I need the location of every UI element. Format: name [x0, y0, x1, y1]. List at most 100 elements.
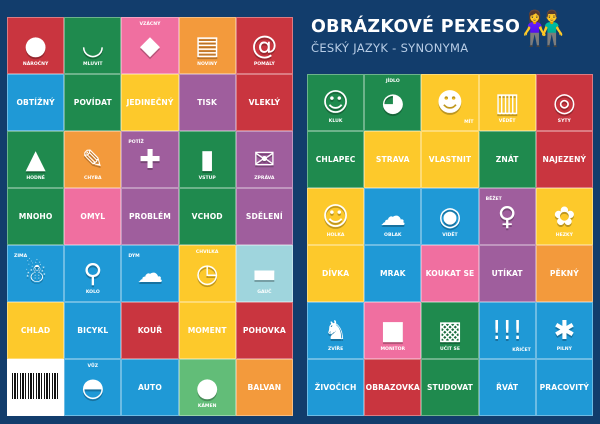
word-card[interactable]: POVÍDAT	[64, 74, 122, 131]
word-card[interactable]: TISK	[178, 74, 236, 131]
word-card[interactable]: UTÍKAT	[478, 245, 536, 302]
word-card[interactable]: POHOVKA	[235, 302, 293, 359]
picture-card[interactable]: ✱ PILNÝ	[535, 302, 593, 359]
picture-card[interactable]: ✿ HEZKÝ	[535, 188, 593, 245]
card-label: POMALÝ	[253, 62, 275, 67]
picture-card[interactable]: ◎ SYTÝ	[535, 74, 593, 131]
word-card[interactable]: CHLAD	[7, 302, 65, 359]
word-card[interactable]: OBRAZOVKA	[364, 359, 422, 416]
picture-card[interactable]: @ POMALÝ	[235, 17, 293, 74]
picture-card[interactable]: ☺ HOLKA	[307, 188, 365, 245]
picture-card[interactable]: ♞ ZVÍŘE	[307, 302, 365, 359]
card-word: PROBLÉM	[128, 212, 171, 221]
picture-card[interactable]: ▤ NOVINY	[178, 17, 236, 74]
barcode-icon	[11, 372, 60, 399]
picture-card[interactable]: ▲ HODNÉ	[7, 131, 65, 188]
picture-card[interactable]: ▥ VĚDĚT	[478, 74, 536, 131]
word-card[interactable]: DÍVKA	[307, 245, 365, 302]
picture-card[interactable]: ▬ GAUČ	[235, 245, 293, 302]
card-word: KOUKAT SE	[425, 269, 475, 278]
picture-card[interactable]: ♀ BĚŽET	[478, 188, 536, 245]
picture-card[interactable]: ◓ VŮZ	[64, 359, 122, 416]
card-label: BĚŽET	[485, 197, 502, 202]
word-card[interactable]: PRACOVITÝ	[535, 359, 593, 416]
card-word: AUTO	[138, 383, 162, 392]
word-card[interactable]: VLEKLÝ	[235, 74, 293, 131]
picture-card[interactable]: ☃ ZIMA	[7, 245, 65, 302]
word-card[interactable]: MOMENT	[178, 302, 236, 359]
picture-card[interactable]: ◆ VZÁCNÝ	[121, 17, 179, 74]
word-card[interactable]: KOUŘ	[121, 302, 179, 359]
card-label: GAUČ	[257, 290, 272, 295]
word-card[interactable]: NAJEZENÝ	[535, 131, 593, 188]
word-card[interactable]: CHLAPEC	[307, 131, 365, 188]
card-label: ZIMA	[14, 254, 28, 259]
word-card[interactable]: ŽIVOČICH	[307, 359, 365, 416]
cloud-icon: ☁	[379, 201, 406, 232]
card-word: ŽIVOČICH	[314, 383, 357, 392]
card-word: JEDINEČNÝ	[126, 98, 174, 107]
picture-card[interactable]: ✚ POTÍŽ	[121, 131, 179, 188]
word-card[interactable]: AUTO	[121, 359, 179, 416]
card-word: CHLAPEC	[315, 155, 356, 164]
card-word: POHOVKA	[242, 326, 286, 335]
word-card[interactable]: KOUKAT SE	[421, 245, 479, 302]
card-label: CHYBA	[83, 176, 102, 181]
picture-card[interactable]: ◷ CHVILKA	[178, 245, 236, 302]
snowman-icon: ☃	[23, 258, 48, 289]
cake-icon: ▲	[25, 144, 46, 175]
picture-card[interactable]: ◡ MLUVIT	[64, 17, 122, 74]
picture-card[interactable]: ■ MONITOR	[364, 302, 422, 359]
car-icon: ◓	[81, 372, 105, 403]
card-label: NÁROČNÝ	[22, 62, 49, 67]
card-word: UTÍKAT	[491, 269, 523, 278]
word-card[interactable]: SDĚLENÍ	[235, 188, 293, 245]
word-card[interactable]: ŘVÁT	[478, 359, 536, 416]
picture-card[interactable]: !!! KŘIČET	[478, 302, 536, 359]
word-card[interactable]: PROBLÉM	[121, 188, 179, 245]
page-subtitle: ČESKÝ JAZYK - SYNONYMA	[311, 41, 469, 55]
word-card[interactable]: BALVAN	[235, 359, 293, 416]
word-card[interactable]: VLASTNIT	[421, 131, 479, 188]
card-label: KLUK	[328, 119, 343, 124]
picture-card[interactable]: ☺ KLUK	[307, 74, 365, 131]
page-title: OBRÁZKOVÉ PEXESO	[311, 17, 521, 37]
children-illustration-icon: 👫	[522, 9, 565, 49]
picture-card[interactable]: ● KÁMEN	[178, 359, 236, 416]
picture-card[interactable]: ● NÁROČNÝ	[7, 17, 65, 74]
card-word: OMYL	[80, 212, 106, 221]
card-label: VIDĚT	[442, 233, 458, 238]
card-word: VLASTNIT	[428, 155, 472, 164]
picture-card[interactable]: ◉ VIDĚT	[421, 188, 479, 245]
food-icon: ◕	[381, 87, 405, 118]
card-word: POVÍDAT	[73, 98, 112, 107]
word-card[interactable]: MNOHO	[7, 188, 65, 245]
card-label: VSTUP	[198, 176, 216, 181]
ant-icon: ✱	[553, 315, 576, 346]
picture-card[interactable]: ⚲ KOLO	[64, 245, 122, 302]
picture-card[interactable]: ☁ OBLAK	[364, 188, 422, 245]
word-card[interactable]: JEDINEČNÝ	[121, 74, 179, 131]
word-card[interactable]: OBTÍŽNÝ	[7, 74, 65, 131]
word-card[interactable]: PĚKNÝ	[535, 245, 593, 302]
word-card[interactable]: ZNÁT	[478, 131, 536, 188]
picture-card[interactable]: ✉ ZPRÁVA	[235, 131, 293, 188]
word-card[interactable]: OMYL	[64, 188, 122, 245]
card-word: PRACOVITÝ	[539, 383, 590, 392]
word-card[interactable]: MRAK	[364, 245, 422, 302]
word-card[interactable]: STRAVA	[364, 131, 422, 188]
word-card[interactable]: BICYKL	[64, 302, 122, 359]
picture-card[interactable]: ☻ MÍT	[421, 74, 479, 131]
picture-card[interactable]: ▮ VSTUP	[178, 131, 236, 188]
speech-bubble-icon: !!!	[491, 315, 523, 346]
picture-card[interactable]: ✎ CHYBA	[64, 131, 122, 188]
card-word: BICYKL	[77, 326, 109, 335]
word-card[interactable]: STUDOVAT	[421, 359, 479, 416]
word-card[interactable]: VCHOD	[178, 188, 236, 245]
card-label: KÁMEN	[197, 404, 217, 409]
picture-card[interactable]: ▩ UČIT SE	[421, 302, 479, 359]
picture-card[interactable]: ◕ JÍDLO	[364, 74, 422, 131]
stone-icon: ●	[195, 372, 219, 403]
picture-card[interactable]: ☁ DÝM	[121, 245, 179, 302]
books-icon: ▥	[494, 87, 520, 118]
